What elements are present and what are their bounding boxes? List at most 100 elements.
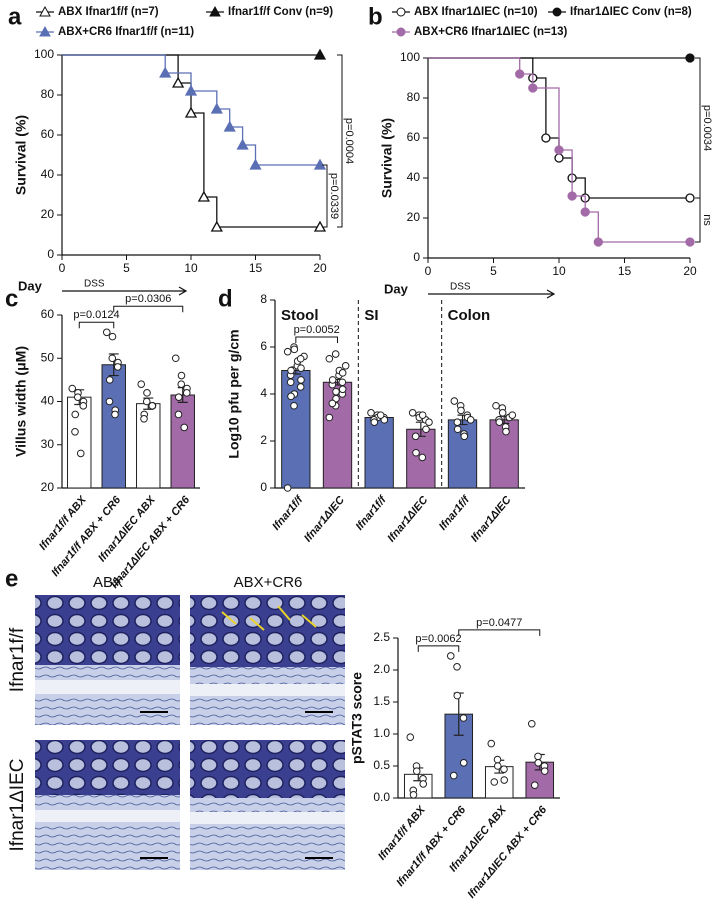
data-point — [367, 409, 375, 417]
data-point — [406, 733, 415, 742]
group-label: Stool — [281, 307, 319, 324]
data-point — [287, 366, 295, 375]
data-point — [502, 427, 510, 436]
significance-bracket — [417, 645, 460, 652]
period-arrow — [62, 286, 188, 296]
period-arrow — [428, 289, 556, 299]
data-point — [174, 393, 183, 401]
marker — [236, 138, 249, 150]
panel-letter: d — [218, 285, 233, 312]
significance-label: ns — [701, 214, 713, 226]
data-point — [79, 402, 88, 410]
x-tick-label: 0 — [425, 264, 432, 278]
data-point — [446, 652, 455, 660]
x-tick-label: Ifnar1f/f ABX + CR6 — [394, 803, 469, 889]
micrograph — [190, 740, 345, 870]
legend-marker — [552, 7, 562, 17]
data-point — [492, 401, 500, 410]
data-point — [102, 328, 111, 337]
y-axis-label: Survival (%) — [379, 118, 395, 198]
y-tick-label: 8 — [260, 292, 267, 306]
y-tick-label: 60 — [407, 130, 421, 144]
data-point — [105, 376, 114, 384]
y-tick-label: 80 — [407, 90, 421, 104]
marker — [223, 120, 236, 132]
y-tick-label: 0 — [47, 247, 54, 261]
significance-label: p=0.0124 — [73, 309, 119, 321]
marker — [554, 145, 564, 155]
data-point — [527, 719, 536, 728]
bar — [136, 403, 161, 489]
marker — [184, 84, 198, 96]
significance-bracket — [337, 54, 343, 228]
x-tick-label: 20 — [313, 261, 327, 275]
panel-letter: a — [8, 3, 22, 30]
x-tick-label: 0 — [59, 261, 66, 275]
marker — [249, 158, 262, 170]
y-axis-label: Log10 pfu per g/cm — [226, 329, 242, 458]
panel-letter: e — [5, 565, 18, 592]
significance-label: p=0.0052 — [294, 324, 340, 336]
data-point — [338, 369, 347, 377]
data-point — [73, 393, 82, 401]
data-point — [283, 347, 292, 356]
data-point — [286, 378, 295, 387]
bar — [281, 370, 311, 489]
y-tick-label: 100 — [400, 50, 420, 64]
marker — [554, 153, 564, 163]
data-point — [328, 399, 337, 408]
significance-bracket — [295, 336, 338, 343]
marker — [685, 237, 695, 247]
x-tick-label: 15 — [249, 261, 263, 275]
marker — [515, 69, 525, 79]
y-tick-label: 40 — [41, 394, 55, 408]
marker — [171, 76, 185, 88]
y-tick-label: 40 — [41, 167, 55, 181]
data-point — [108, 332, 117, 341]
x-tick-label: 10 — [184, 261, 198, 275]
data-point — [459, 714, 468, 722]
data-point — [113, 363, 122, 371]
y-axis-label: pSTAT3 score — [349, 672, 365, 764]
y-tick-label: 4 — [260, 386, 267, 400]
x-tick-label: Ifnar1f/f — [354, 493, 390, 533]
legend-marker — [209, 5, 221, 17]
data-point — [325, 413, 334, 422]
y-tick-label: 6 — [260, 339, 267, 353]
x-tick-label: 10 — [552, 264, 566, 278]
row-label: Ifnar1f/f — [7, 627, 28, 692]
data-point — [296, 354, 305, 363]
y-tick-label: 60 — [41, 307, 55, 321]
micrograph-grid: ABX ABX+CR6 Ifnar1f/f Ifnar1ΔIEC — [7, 574, 345, 870]
x-tick-label: Ifnar1ΔIEC ABX + CR6 — [465, 803, 549, 900]
significance-label: p=0.0339 — [328, 173, 340, 219]
period-label: DSS — [84, 279, 105, 290]
group-label: Colon — [448, 307, 491, 324]
x-tick-label: 5 — [490, 264, 497, 278]
marker — [685, 53, 695, 63]
data-point — [412, 448, 420, 457]
data-point — [341, 362, 350, 370]
data-point — [422, 425, 430, 434]
data-point — [425, 418, 433, 427]
bar — [67, 396, 92, 489]
y-tick-label: 40 — [407, 170, 421, 184]
marker — [593, 237, 603, 247]
significance-bracket — [458, 629, 541, 636]
data-point — [290, 345, 299, 354]
x-axis-label: Day — [384, 281, 409, 296]
data-point — [105, 397, 114, 406]
marker — [197, 190, 211, 202]
data-point — [71, 427, 79, 436]
data-point — [177, 380, 186, 389]
data-point — [490, 778, 499, 786]
data-point — [328, 376, 337, 384]
data-point — [487, 739, 496, 748]
data-point — [376, 411, 385, 419]
legend-marker — [396, 27, 406, 37]
data-point — [449, 771, 458, 780]
legend-label: ABX+CR6 Ifnar1ΔIEC (n=13) — [414, 26, 568, 38]
data-point — [143, 389, 151, 397]
bar — [101, 364, 126, 489]
marker — [580, 207, 590, 217]
